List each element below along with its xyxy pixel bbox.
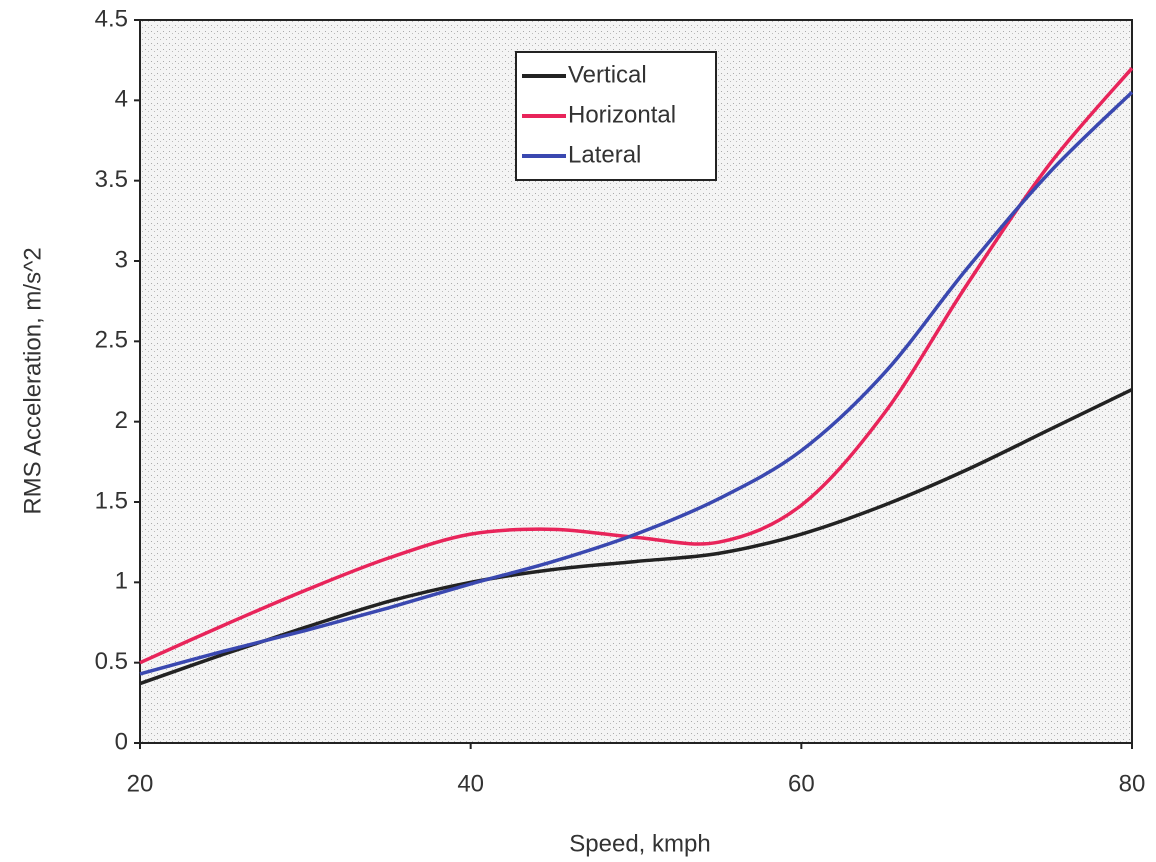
line [139,387,1133,686]
y-tick-label: 4.5 [95,5,128,32]
y-axis-label: RMS Acceleration, m/s^2 [19,247,46,514]
x-tick-label: 60 [788,770,815,797]
y-tick-label: 4 [115,86,128,113]
legend-label: Vertical [568,61,647,88]
y-tick-label: 0 [115,728,128,755]
y-tick-label: 2.5 [95,327,128,354]
y-tick-label: 3.5 [95,166,128,193]
x-tick-label: 40 [457,770,484,797]
x-tick-label: 20 [127,770,154,797]
y-tick-label: 1.5 [95,487,128,514]
legend-label: Lateral [568,141,641,168]
line [139,91,1134,676]
x-tick-label: 80 [1119,770,1146,797]
y-tick-label: 3 [115,246,128,273]
x-axis-label: Speed, kmph [569,830,710,857]
y-tick-label: 0.5 [95,648,128,675]
y-tick-label: 1 [115,568,128,595]
y-tick-label: 2 [115,407,128,434]
legend-label: Horizontal [568,101,676,128]
line [139,67,1134,665]
